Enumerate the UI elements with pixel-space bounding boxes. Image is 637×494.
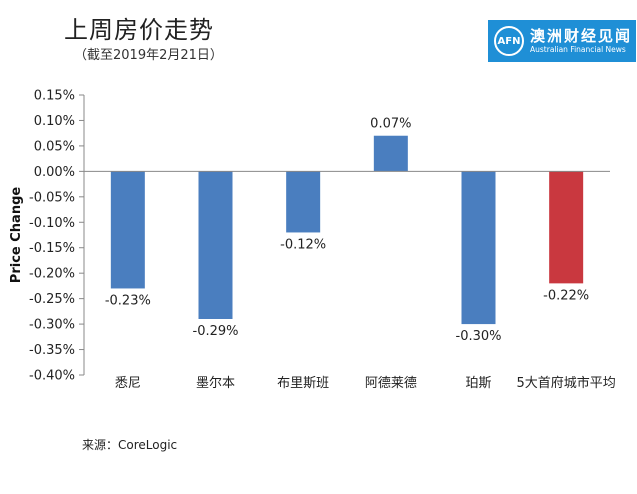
source-note: 来源：CoreLogic — [82, 438, 178, 452]
logo-name-en: Australian Financial News — [530, 45, 626, 54]
afn-logo: AFN 澳洲财经见闻 Australian Financial News — [488, 20, 636, 62]
category-label: 珀斯 — [465, 376, 491, 391]
data-label: -0.23% — [105, 293, 151, 308]
y-tick-label: -0.25% — [29, 292, 75, 307]
chart-title: 上周房价走势 — [64, 16, 214, 44]
y-tick-label: -0.15% — [29, 241, 75, 256]
y-tick-label: 0.00% — [34, 165, 75, 180]
category-label: 悉尼 — [115, 376, 141, 391]
chart-subtitle: （截至2019年2月21日） — [74, 48, 223, 63]
y-tick-label: 0.10% — [34, 114, 75, 129]
bar — [373, 135, 408, 172]
y-tick-label: 0.05% — [34, 139, 75, 154]
bar — [198, 171, 233, 319]
y-tick-label: -0.20% — [29, 267, 75, 282]
data-label: 0.07% — [370, 117, 411, 132]
category-label: 5大首府城市平均 — [517, 375, 616, 391]
category-label: 墨尔本 — [196, 376, 235, 391]
data-label: -0.29% — [193, 324, 239, 339]
y-tick-label: -0.35% — [29, 343, 75, 358]
y-tick-label: 0.15% — [34, 89, 75, 104]
logo-name-cn: 澳洲财经见闻 — [530, 27, 633, 45]
y-axis-title: Price Change — [9, 187, 24, 284]
category-label: 阿德莱德 — [365, 376, 417, 391]
category-label: 布里斯班 — [277, 376, 329, 391]
bar — [549, 171, 584, 284]
data-label: -0.12% — [280, 237, 326, 252]
y-tick-label: -0.05% — [29, 190, 75, 205]
bar — [110, 171, 145, 289]
y-tick-label: -0.40% — [29, 369, 75, 384]
data-label: -0.22% — [543, 288, 589, 303]
data-label: -0.30% — [456, 329, 502, 344]
y-tick-label: -0.30% — [29, 318, 75, 333]
bar — [286, 171, 321, 233]
y-tick-label: -0.10% — [29, 216, 75, 231]
bar — [461, 171, 496, 325]
afn-logo-icon: AFN — [494, 26, 524, 56]
